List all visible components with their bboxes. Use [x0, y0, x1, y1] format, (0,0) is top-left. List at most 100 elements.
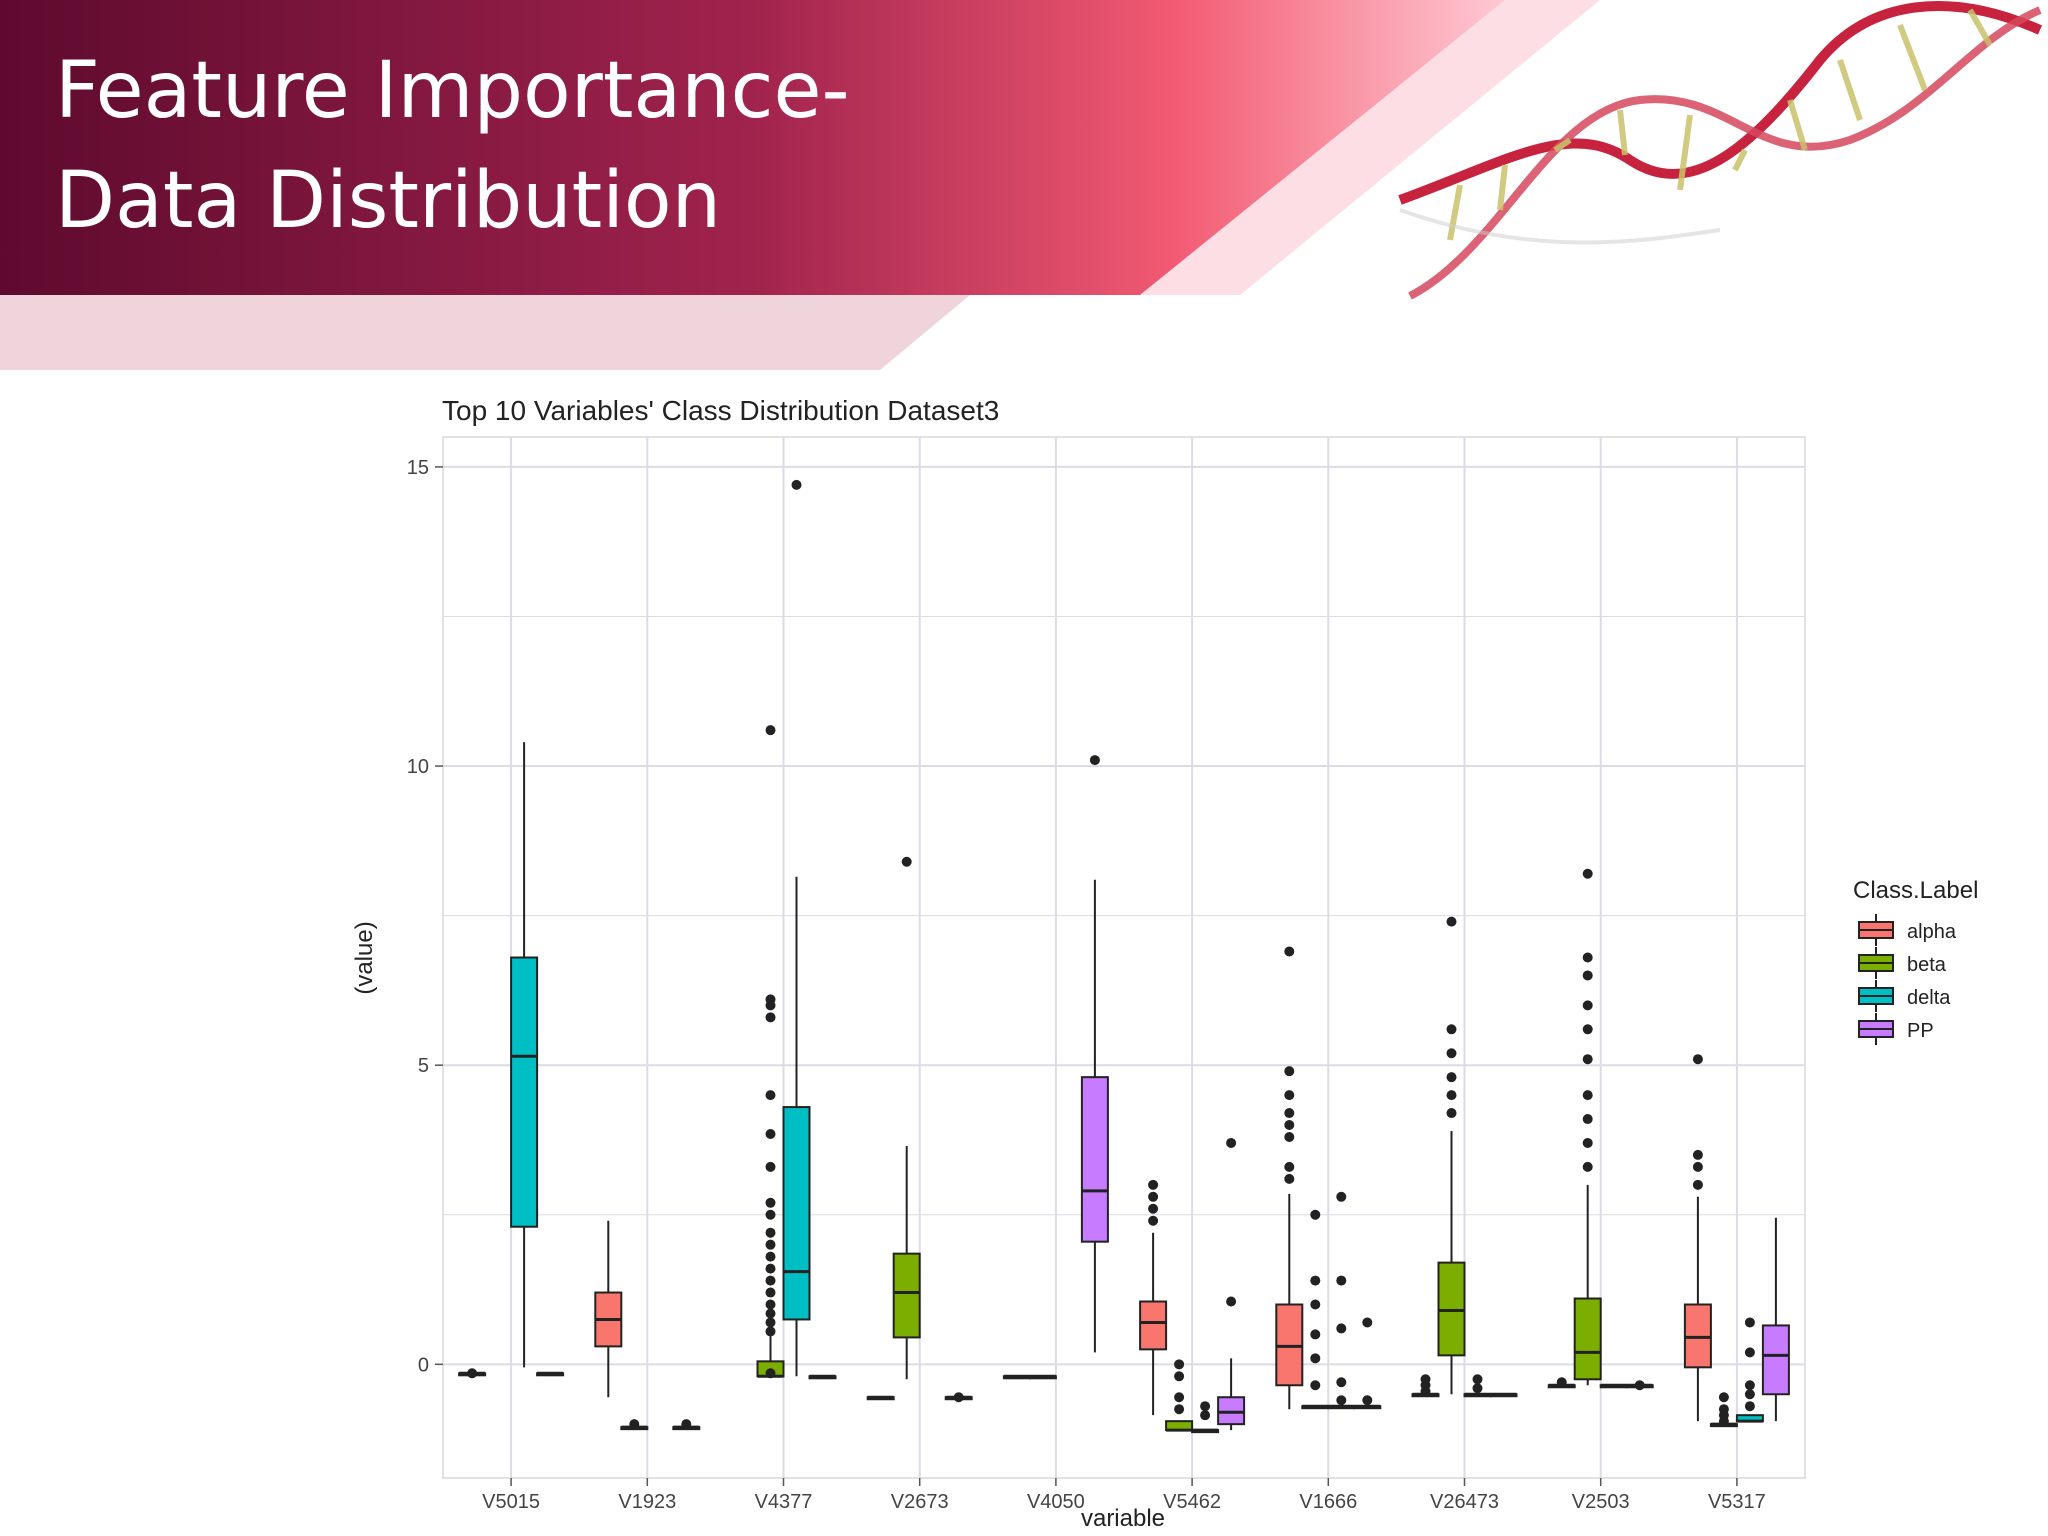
- outlier-point: [1174, 1371, 1184, 1381]
- outlier-point: [1336, 1395, 1346, 1405]
- outlier-point: [1473, 1383, 1483, 1393]
- x-axis-label: variable: [1081, 1505, 1165, 1532]
- outlier-point: [766, 725, 776, 735]
- y-tick-label: 15: [407, 457, 429, 479]
- legend-label: alpha: [1907, 921, 1957, 943]
- outlier-point: [766, 1276, 776, 1286]
- outlier-point: [1310, 1353, 1320, 1363]
- outlier-point: [1310, 1380, 1320, 1390]
- outlier-point: [1148, 1180, 1158, 1190]
- outlier-point: [1583, 1090, 1593, 1100]
- outlier-point: [766, 1198, 776, 1208]
- outlier-point: [1284, 1108, 1294, 1118]
- box-V2503-delta: [1601, 1385, 1627, 1387]
- outlier-point: [1200, 1410, 1210, 1420]
- outlier-point: [766, 1129, 776, 1139]
- x-tick-label: V5015: [482, 1491, 540, 1513]
- x-tick-label: V1666: [1299, 1491, 1357, 1513]
- x-tick-label: V5462: [1163, 1491, 1221, 1513]
- outlier-point: [1719, 1404, 1729, 1414]
- outlier-point: [1090, 755, 1100, 765]
- outlier-point: [1447, 1024, 1457, 1034]
- box-body: [894, 1254, 920, 1338]
- outlier-point: [1583, 1162, 1593, 1172]
- y-tick-label: 10: [407, 756, 429, 778]
- outlier-point: [766, 1228, 776, 1238]
- x-tick-label: V4050: [1027, 1491, 1085, 1513]
- legend-item-alpha: alpha: [1859, 914, 1957, 946]
- box-V4050-beta: [1030, 1376, 1056, 1378]
- chart-title: Top 10 Variables' Class Distribution Dat…: [442, 395, 999, 426]
- legend-label: beta: [1907, 954, 1947, 976]
- outlier-point: [1362, 1395, 1372, 1405]
- outlier-point: [1447, 917, 1457, 927]
- box-body: [511, 958, 537, 1227]
- outlier-point: [1745, 1380, 1755, 1390]
- outlier-point: [766, 1300, 776, 1310]
- y-tick-label: 5: [418, 1055, 429, 1077]
- outlier-point: [1284, 1174, 1294, 1184]
- outlier-point: [766, 1288, 776, 1298]
- outlier-point: [1336, 1192, 1346, 1202]
- outlier-point: [467, 1368, 477, 1378]
- outlier-point: [1200, 1401, 1210, 1411]
- outlier-point: [1310, 1276, 1320, 1286]
- legend: Class.Label alpha beta delta PP: [1853, 877, 1978, 1045]
- outlier-point: [1421, 1374, 1431, 1384]
- outlier-point: [1310, 1329, 1320, 1339]
- outlier-point: [1284, 1066, 1294, 1076]
- outlier-point: [1284, 1132, 1294, 1142]
- outlier-point: [1635, 1380, 1645, 1390]
- legend-item-beta: beta: [1859, 947, 1947, 979]
- outlier-point: [1473, 1374, 1483, 1384]
- outlier-point: [1310, 1210, 1320, 1220]
- box-body: [1140, 1302, 1166, 1350]
- box-body: [1082, 1077, 1108, 1242]
- outlier-point: [1336, 1276, 1346, 1286]
- outlier-point: [1148, 1204, 1158, 1214]
- outlier-point: [1583, 1138, 1593, 1148]
- outlier-point: [1148, 1192, 1158, 1202]
- outlier-point: [766, 1308, 776, 1318]
- outlier-point: [1693, 1180, 1703, 1190]
- outlier-point: [1174, 1392, 1184, 1402]
- outlier-point: [1745, 1389, 1755, 1399]
- box-V4050-alpha: [1004, 1376, 1030, 1378]
- outlier-point: [1226, 1138, 1236, 1148]
- box-V4377-PP: [810, 1376, 836, 1378]
- outlier-point: [1583, 1000, 1593, 1010]
- outlier-point: [766, 1326, 776, 1336]
- x-tick-label: V2503: [1572, 1491, 1630, 1513]
- outlier-point: [766, 1264, 776, 1274]
- legend-label: delta: [1907, 987, 1951, 1009]
- outlier-point: [1447, 1048, 1457, 1058]
- legend-item-PP: PP: [1859, 1013, 1934, 1045]
- outlier-point: [1447, 1108, 1457, 1118]
- outlier-point: [1745, 1347, 1755, 1357]
- outlier-point: [1745, 1401, 1755, 1411]
- y-tick-label: 0: [418, 1354, 429, 1376]
- legend-title: Class.Label: [1853, 877, 1978, 904]
- legend-item-delta: delta: [1859, 980, 1951, 1012]
- outlier-point: [1174, 1404, 1184, 1414]
- outlier-point: [1226, 1297, 1236, 1307]
- outlier-point: [1310, 1300, 1320, 1310]
- outlier-point: [1719, 1392, 1729, 1402]
- outlier-point: [792, 480, 802, 490]
- outlier-point: [1336, 1323, 1346, 1333]
- x-tick-label: V4377: [755, 1491, 813, 1513]
- outlier-point: [1447, 1072, 1457, 1082]
- box-body: [784, 1107, 810, 1319]
- outlier-point: [1583, 1114, 1593, 1124]
- outlier-point: [766, 1090, 776, 1100]
- y-axis-label: (value): [351, 921, 378, 994]
- legend-label: PP: [1907, 1020, 1934, 1042]
- outlier-point: [766, 1210, 776, 1220]
- x-tick-label: V1923: [618, 1491, 676, 1513]
- outlier-point: [1362, 1317, 1372, 1327]
- box-body: [1575, 1299, 1601, 1380]
- outlier-point: [766, 1252, 776, 1262]
- x-tick-label: V5317: [1708, 1491, 1766, 1513]
- outlier-point: [1284, 1120, 1294, 1130]
